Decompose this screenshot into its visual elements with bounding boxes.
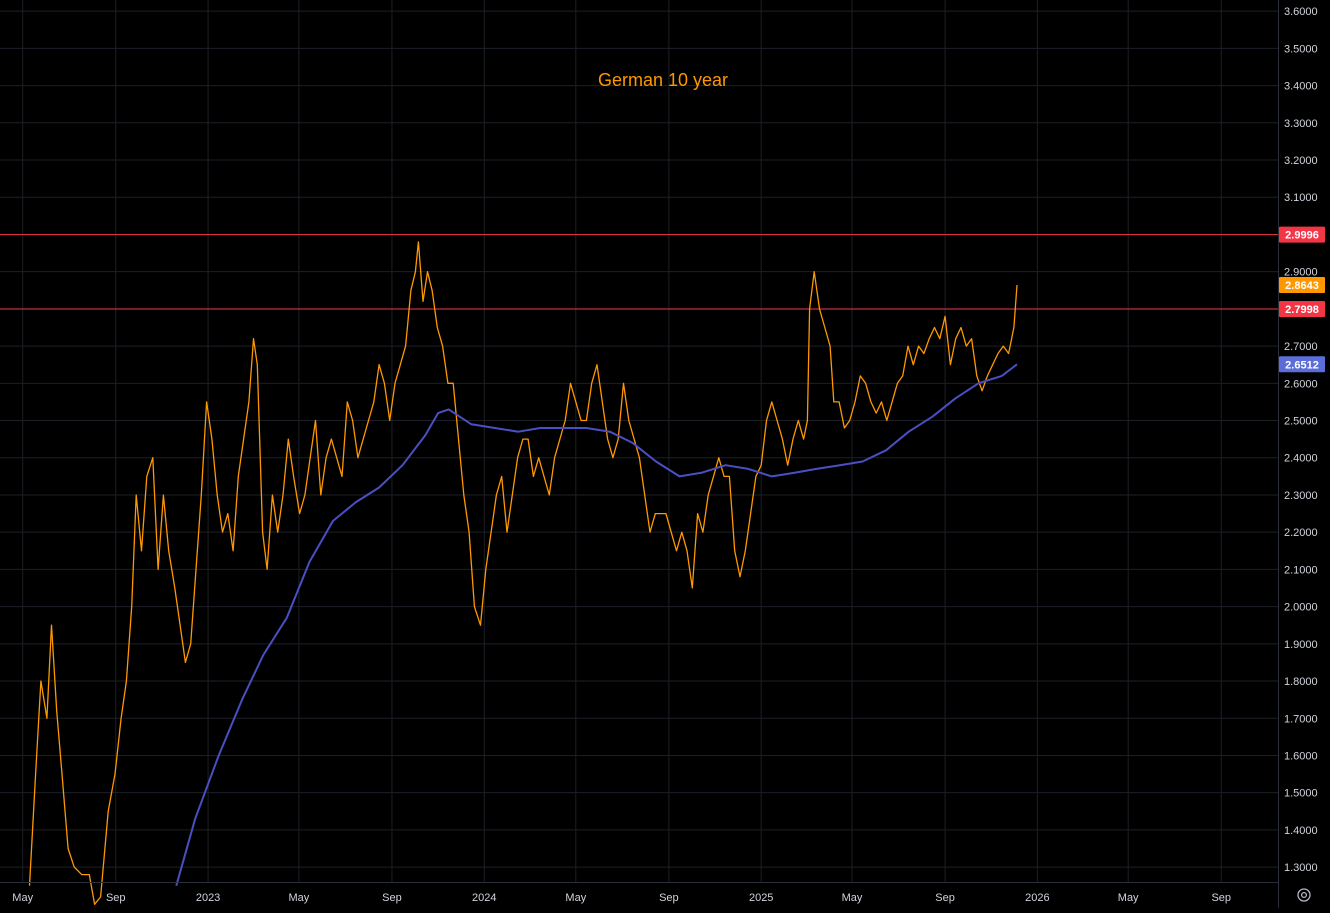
y-tick-label: 2.3000 <box>1284 490 1318 502</box>
x-tick-label: May <box>842 892 863 904</box>
price-label: 2.8643 <box>1279 276 1325 293</box>
y-tick-label: 3.2000 <box>1284 155 1318 167</box>
x-tick-label: Sep <box>659 892 679 904</box>
x-tick-label: May <box>1118 892 1139 904</box>
y-tick-label: 1.4000 <box>1284 825 1318 837</box>
x-tick-label: May <box>565 892 586 904</box>
y-tick-label: 1.3000 <box>1284 862 1318 874</box>
y-tick-label: 2.1000 <box>1284 564 1318 576</box>
x-tick-label: 2025 <box>749 892 773 904</box>
y-tick-label: 1.5000 <box>1284 788 1318 800</box>
price-label-bg <box>1279 300 1325 317</box>
x-tick-label: May <box>288 892 309 904</box>
price-label: 2.9996 <box>1279 226 1325 243</box>
y-tick-label: 3.5000 <box>1284 43 1318 55</box>
y-tick-label: 1.7000 <box>1284 713 1318 725</box>
chart-settings-button[interactable] <box>1293 884 1315 906</box>
y-tick-label: 3.6000 <box>1284 6 1318 18</box>
price-label-text: 2.8643 <box>1285 280 1319 292</box>
chart-title: German 10 year <box>598 70 728 90</box>
price-series-line[interactable] <box>28 241 1018 905</box>
y-tick-label: 3.3000 <box>1284 118 1318 130</box>
series <box>28 241 1018 905</box>
x-tick-label: 2024 <box>472 892 496 904</box>
time-axis[interactable]: May Sep 2023 May Sep 2024 May Sep 2025 May Sep 2026… <box>0 882 1278 905</box>
x-tick-label: Sep <box>106 892 126 904</box>
x-tick-label: 2023 <box>196 892 220 904</box>
y-tick-label: 2.7000 <box>1284 341 1318 353</box>
y-tick-label: 2.9000 <box>1284 267 1318 279</box>
moving-average-line[interactable] <box>175 363 1018 886</box>
y-tick-label: 3.1000 <box>1284 192 1318 204</box>
y-tick-label: 3.4000 <box>1284 81 1318 93</box>
x-tick-label: Sep <box>382 892 402 904</box>
y-tick-label: 1.8000 <box>1284 676 1318 688</box>
y-tick-label: 2.2000 <box>1284 527 1318 539</box>
price-label-bg <box>1279 356 1325 373</box>
price-label: 2.6512 <box>1279 356 1325 373</box>
price-label-text: 2.9996 <box>1285 230 1319 242</box>
x-tick-label: 2026 <box>1025 892 1049 904</box>
y-tick-label: 2.4000 <box>1284 453 1318 465</box>
y-tick-label: 1.9000 <box>1284 639 1318 651</box>
x-tick-label: Sep <box>935 892 955 904</box>
price-label-bg <box>1279 226 1325 243</box>
price-labels: 2.9996 2.8643 2.7998 2.6512 <box>1279 226 1325 373</box>
price-label: 2.7998 <box>1279 300 1325 317</box>
x-tick-label: Sep <box>1211 892 1231 904</box>
y-tick-label: 2.5000 <box>1284 416 1318 428</box>
horizontal-levels <box>0 234 1278 310</box>
y-tick-label: 1.6000 <box>1284 750 1318 762</box>
price-label-bg <box>1279 276 1325 293</box>
gear-icon <box>1297 888 1311 902</box>
y-tick-label: 2.6000 <box>1284 378 1318 390</box>
y-tick-label: 2.0000 <box>1284 602 1318 614</box>
price-label-text: 2.6512 <box>1285 359 1319 371</box>
price-label-text: 2.7998 <box>1285 304 1319 316</box>
x-tick-label: May <box>12 892 33 904</box>
